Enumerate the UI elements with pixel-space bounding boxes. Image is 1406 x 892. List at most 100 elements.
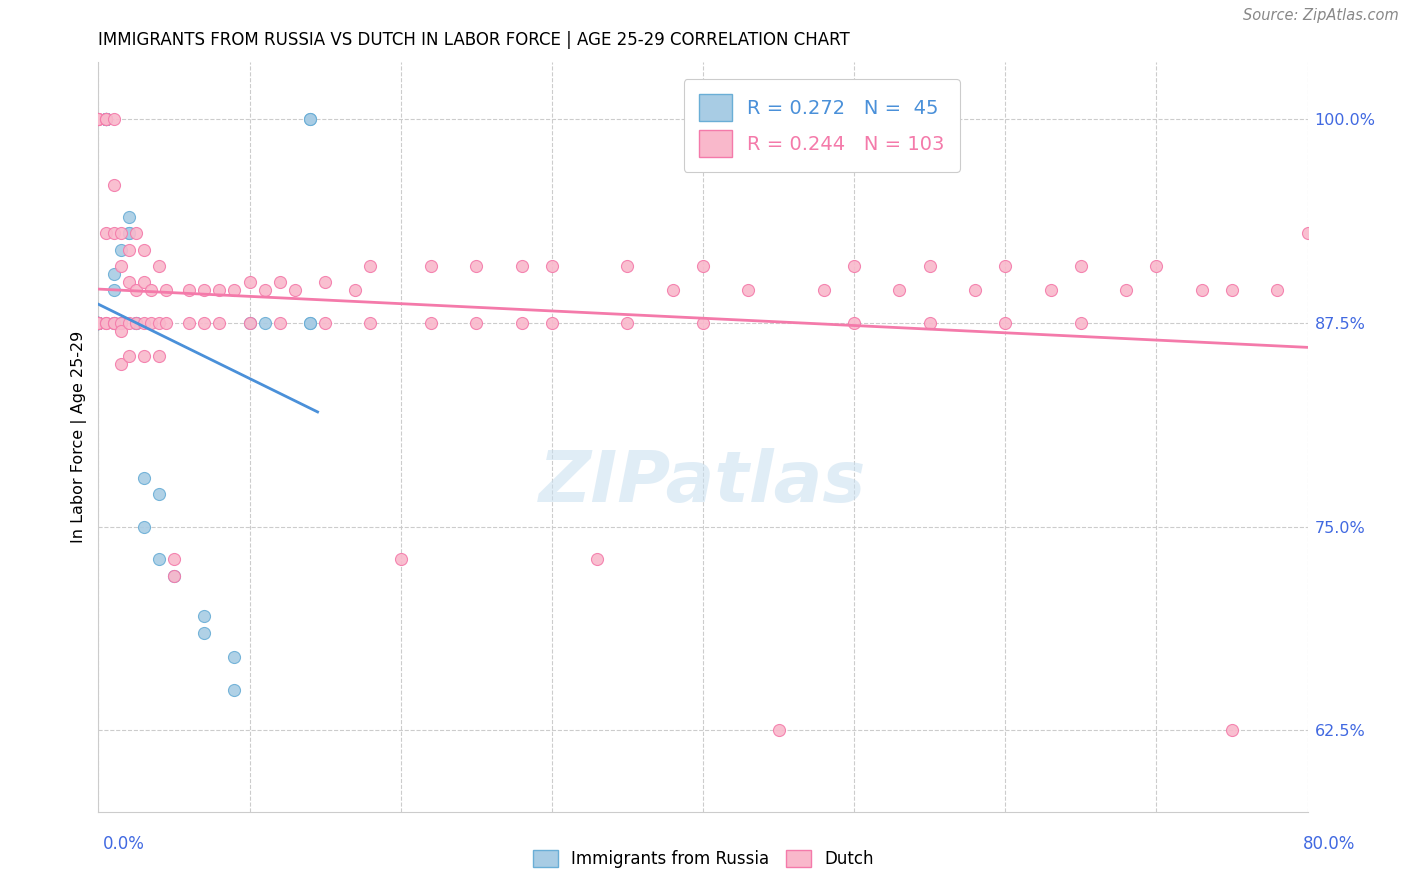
Point: [87, 316, 110, 330]
Point: [118, 227, 141, 241]
Point: [284, 284, 307, 298]
Point: [224, 284, 246, 298]
Point: [103, 112, 125, 127]
Point: [661, 284, 683, 298]
Point: [1220, 723, 1243, 738]
Point: [918, 259, 941, 273]
Point: [994, 259, 1017, 273]
Point: [110, 316, 132, 330]
Point: [125, 316, 148, 330]
Point: [586, 552, 609, 566]
Point: [87, 316, 110, 330]
Point: [1220, 284, 1243, 298]
Point: [87, 316, 110, 330]
Point: [94, 112, 117, 127]
Point: [87, 316, 110, 330]
Point: [737, 284, 759, 298]
Point: [94, 112, 117, 127]
Point: [193, 625, 215, 640]
Point: [1070, 316, 1092, 330]
Point: [87, 316, 110, 330]
Point: [224, 650, 246, 665]
Point: [87, 112, 110, 127]
Point: [269, 316, 291, 330]
Point: [465, 259, 488, 273]
Point: [87, 316, 110, 330]
Point: [118, 227, 141, 241]
Point: [239, 316, 262, 330]
Point: [94, 316, 117, 330]
Point: [193, 284, 215, 298]
Point: [110, 316, 132, 330]
Point: [155, 316, 177, 330]
Point: [110, 259, 132, 273]
Point: [118, 276, 141, 290]
Point: [103, 178, 125, 192]
Point: [132, 316, 155, 330]
Point: [87, 316, 110, 330]
Point: [87, 316, 110, 330]
Text: Source: ZipAtlas.com: Source: ZipAtlas.com: [1243, 8, 1399, 22]
Point: [94, 112, 117, 127]
Point: [253, 316, 276, 330]
Point: [110, 357, 132, 371]
Point: [208, 316, 231, 330]
Point: [299, 316, 322, 330]
Point: [844, 259, 866, 273]
Point: [420, 316, 443, 330]
Point: [87, 316, 110, 330]
Point: [94, 227, 117, 241]
Point: [269, 276, 291, 290]
Point: [163, 552, 186, 566]
Point: [125, 284, 148, 298]
Point: [103, 316, 125, 330]
Point: [163, 568, 186, 582]
Point: [103, 284, 125, 298]
Point: [141, 284, 163, 298]
Point: [94, 112, 117, 127]
Point: [1191, 284, 1213, 298]
Point: [148, 349, 170, 363]
Point: [208, 284, 231, 298]
Point: [299, 112, 322, 127]
Point: [540, 259, 562, 273]
Point: [889, 284, 911, 298]
Point: [118, 349, 141, 363]
Point: [87, 112, 110, 127]
Point: [314, 276, 336, 290]
Point: [94, 112, 117, 127]
Point: [87, 316, 110, 330]
Point: [87, 316, 110, 330]
Point: [110, 243, 132, 257]
Point: [132, 519, 155, 533]
Point: [193, 316, 215, 330]
Point: [148, 487, 170, 501]
Point: [87, 316, 110, 330]
Point: [844, 316, 866, 330]
Point: [692, 316, 714, 330]
Point: [193, 609, 215, 624]
Point: [94, 112, 117, 127]
Text: IMMIGRANTS FROM RUSSIA VS DUTCH IN LABOR FORCE | AGE 25-29 CORRELATION CHART: IMMIGRANTS FROM RUSSIA VS DUTCH IN LABOR…: [98, 31, 851, 49]
Point: [692, 259, 714, 273]
Point: [768, 723, 790, 738]
Point: [148, 259, 170, 273]
Point: [87, 316, 110, 330]
Text: 80.0%: 80.0%: [1302, 835, 1355, 853]
Point: [87, 112, 110, 127]
Point: [94, 112, 117, 127]
Point: [87, 316, 110, 330]
Point: [103, 316, 125, 330]
Point: [1039, 284, 1062, 298]
Point: [360, 316, 382, 330]
Point: [299, 316, 322, 330]
Legend: R = 0.272   N =  45, R = 0.244   N = 103: R = 0.272 N = 45, R = 0.244 N = 103: [683, 79, 960, 172]
Point: [616, 259, 638, 273]
Point: [179, 316, 201, 330]
Point: [918, 316, 941, 330]
Point: [132, 471, 155, 485]
Point: [110, 324, 132, 338]
Point: [1115, 284, 1137, 298]
Point: [314, 316, 336, 330]
Point: [163, 568, 186, 582]
